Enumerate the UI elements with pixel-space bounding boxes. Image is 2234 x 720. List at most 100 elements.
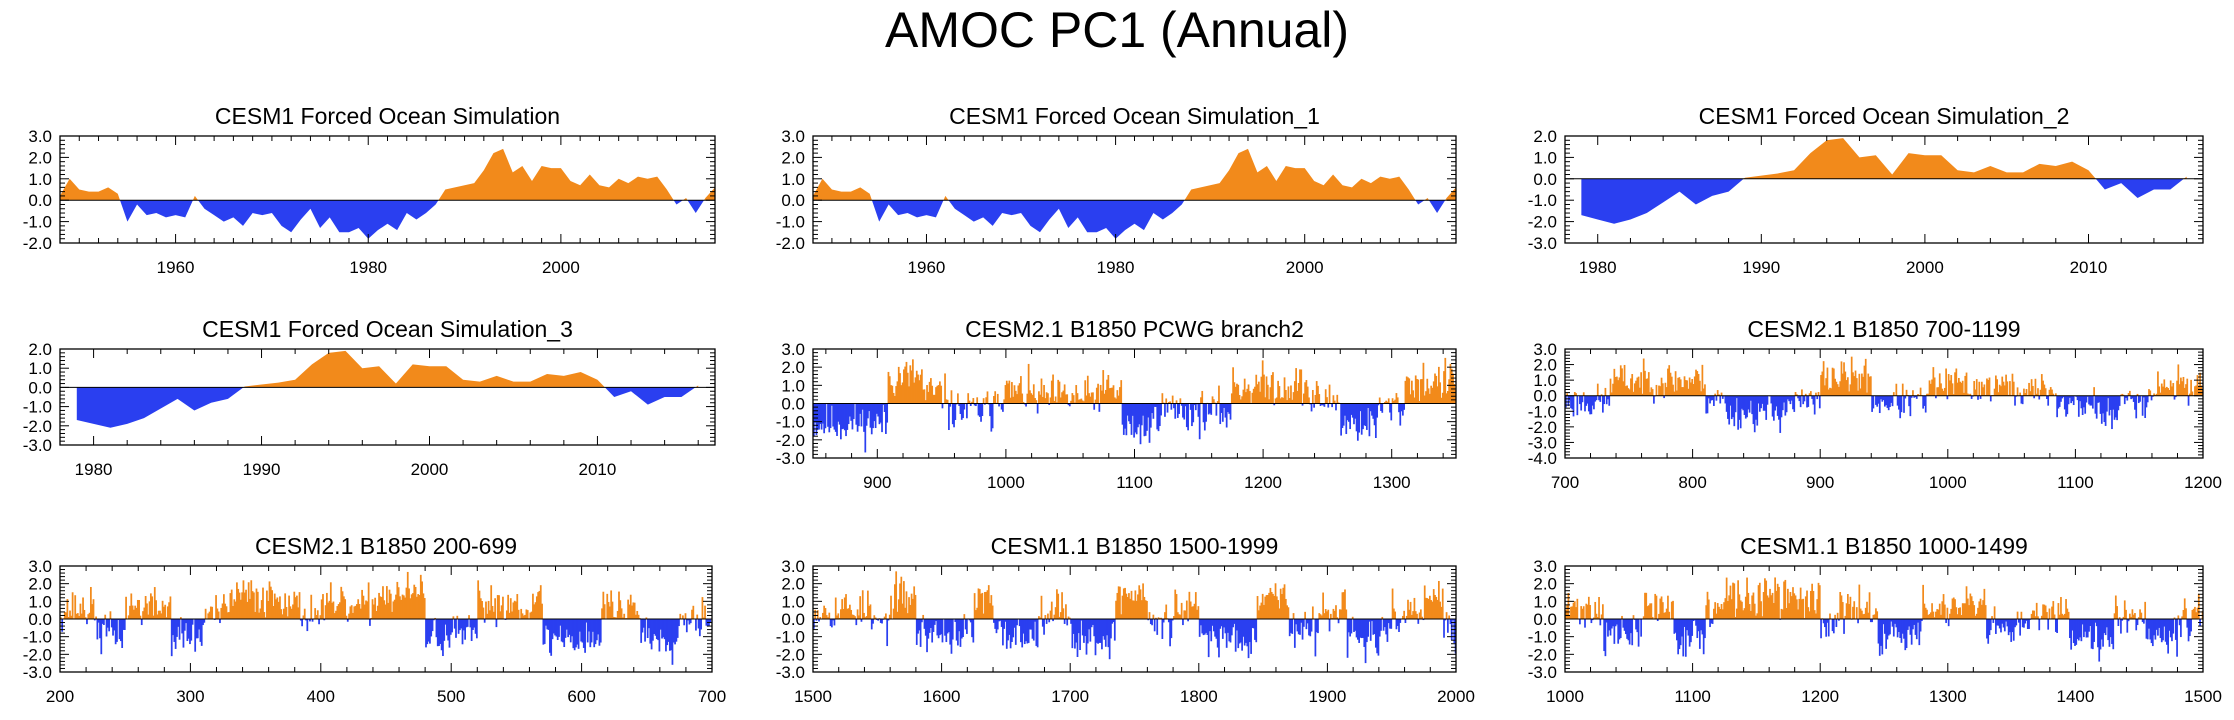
negative-bar (472, 619, 474, 630)
negative-bar (836, 403, 838, 436)
positive-bar (912, 598, 914, 619)
negative-bar (1693, 619, 1696, 621)
positive-bar (1062, 390, 1065, 404)
positive-bar (1117, 586, 1120, 619)
positive-bar (1950, 608, 1953, 619)
positive-bar (1394, 399, 1397, 404)
positive-bar (1338, 609, 1341, 619)
negative-bar (1711, 619, 1714, 624)
x-tick-label: 1980 (1097, 258, 1135, 277)
positive-bar (854, 616, 856, 619)
negative-bar (562, 619, 564, 643)
negative-bar (466, 619, 469, 627)
negative-bar (2107, 619, 2110, 641)
positive-bar (1846, 594, 1849, 619)
positive-bar (1196, 609, 1198, 619)
negative-bar (655, 619, 658, 640)
positive-bar (1802, 598, 1805, 619)
negative-bar (1605, 619, 1608, 623)
positive-bar (1955, 607, 1958, 619)
positive-bar (2053, 614, 2056, 619)
positive-bar (221, 603, 224, 619)
negative-bar (1618, 619, 1621, 640)
positive-bar (423, 598, 426, 619)
positive-bar (234, 601, 237, 619)
positive-bar (1387, 398, 1390, 404)
negative-bar (1365, 403, 1368, 430)
positive-bar (1639, 387, 1641, 396)
negative-bar (1653, 395, 1655, 404)
positive-bar (980, 593, 982, 619)
positive-bar (1270, 375, 1273, 404)
negative-bar (2088, 395, 2090, 405)
negative-bar (1223, 403, 1225, 408)
positive-bar (1137, 594, 1139, 619)
positive-bar (1968, 394, 1970, 396)
negative-bar (1909, 619, 1912, 635)
negative-bar (122, 619, 125, 630)
positive-bar (1053, 400, 1056, 404)
positive-bar (1440, 606, 1443, 619)
positive-bar (1969, 393, 1972, 396)
positive-bar (629, 594, 632, 619)
negative-bar (1698, 619, 1701, 649)
negative-bar (1838, 619, 1840, 621)
x-tick-label: 1200 (1244, 473, 1282, 492)
negative-bar (2074, 619, 2076, 646)
positive-bar (1772, 603, 1775, 619)
negative-bar (1579, 619, 1581, 625)
positive-bar (1996, 379, 1999, 396)
positive-bar (867, 590, 869, 619)
negative-bar (1788, 395, 1791, 402)
positive-bar (1180, 602, 1183, 619)
positive-bar (1218, 385, 1220, 404)
positive-bar (1148, 612, 1151, 619)
positive-bar (1746, 577, 1748, 619)
negative-bar (101, 619, 104, 624)
positive-bar (1928, 614, 1931, 619)
negative-bar (461, 619, 464, 645)
positive-bar (1892, 392, 1895, 396)
positive-bar (2029, 391, 2032, 396)
positive-bar (419, 574, 422, 619)
positive-bar (1007, 383, 1009, 404)
negative-bar (1239, 619, 1242, 643)
panel-7-data (60, 571, 712, 665)
negative-bar (1383, 619, 1386, 628)
negative-bar (991, 403, 994, 429)
negative-bar (840, 403, 842, 440)
negative-bar (464, 619, 467, 640)
positive-bar (1935, 611, 1937, 619)
positive-bar (1108, 388, 1111, 404)
positive-bar (243, 592, 246, 619)
negative-bar (2071, 619, 2074, 631)
negative-bar (1576, 395, 1579, 416)
positive-bar (2195, 385, 2198, 396)
positive-bar (2172, 383, 2175, 396)
positive-bar (1922, 584, 1925, 619)
positive-bar (387, 602, 390, 619)
negative-bar (1771, 395, 1774, 417)
negative-bar (2076, 395, 2079, 401)
negative-bar (2107, 395, 2110, 399)
positive-bar (1668, 365, 1671, 396)
negative-bar (1899, 395, 1902, 419)
negative-bar (2038, 395, 2041, 400)
positive-bar (302, 615, 305, 619)
positive-bar (1960, 615, 1963, 619)
negative-bar (993, 619, 995, 623)
negative-bar (106, 619, 109, 628)
negative-bar (589, 619, 592, 648)
positive-bar (279, 596, 281, 619)
negative-bar (1622, 619, 1625, 628)
negative-bar (1761, 395, 1764, 404)
negative-bar (1103, 619, 1106, 640)
positive-bar (1245, 392, 1247, 404)
negative-bar (1891, 395, 1894, 407)
negative-bar (1363, 619, 1366, 647)
positive-bar (1781, 609, 1784, 619)
positive-bar (977, 588, 980, 619)
positive-bar (1793, 593, 1796, 619)
positive-bar (524, 614, 526, 619)
positive-bar (1836, 384, 1839, 396)
